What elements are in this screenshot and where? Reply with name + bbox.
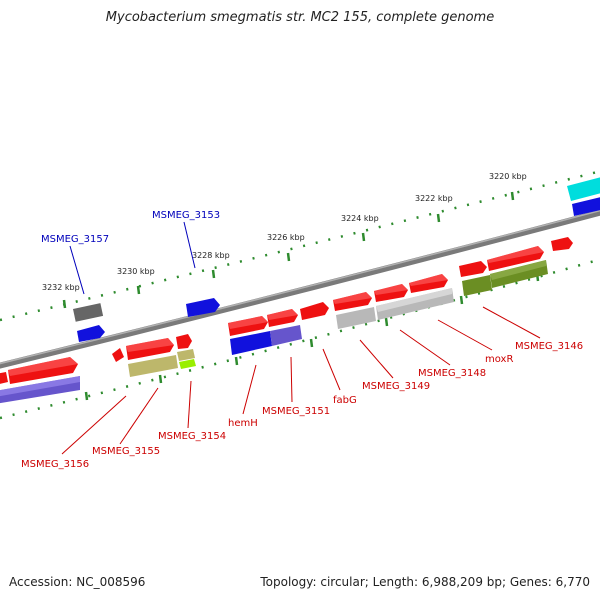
gene-feature[interactable] [0,372,8,385]
outer-tick-ring [0,169,600,322]
gene-feature[interactable] [77,325,105,342]
gene-feature-shade [126,338,174,352]
gene-label: MSMEG_3146 [515,341,583,352]
kbp-label: 3232 kbp [42,283,80,292]
outer-major-ticks [62,191,515,309]
gene-feature[interactable] [186,298,220,317]
gene-feature-shade [228,316,268,329]
genome-backbone-highlight [0,209,600,365]
gene-feature-shade [490,260,546,280]
bottom-label-leaders [61,306,541,455]
accession-text: Accession: NC_008596 [9,575,146,589]
gene-feature-shade [409,274,448,286]
gene-feature-shade [8,357,78,376]
gene-label: MSMEG_3154 [158,431,226,442]
gene-feature[interactable] [179,359,196,369]
gene-feature[interactable] [112,348,124,362]
label-leader-line [69,245,85,295]
gene-label: MSMEG_3157 [41,234,109,245]
gene-feature[interactable] [459,261,487,277]
gene-feature[interactable] [567,176,600,201]
gene-label: hemH [228,418,258,429]
topology-text: Topology: circular; Length: 6,988,209 bp… [260,575,590,589]
gene-feature-shade [487,246,544,263]
kbp-label: 3222 kbp [415,194,453,203]
genome-backbone [0,209,600,369]
gene-feature-shade [333,292,372,304]
gene-label: MSMEG_3156 [21,459,89,470]
gene-feature[interactable] [176,334,192,349]
kbp-label: 3224 kbp [341,214,379,223]
gene-feature[interactable] [336,307,376,329]
gene-label: moxR [485,354,513,365]
gene-feature-shade [376,288,452,312]
gene-feature[interactable] [73,303,104,322]
gene-feature-shade [374,284,408,295]
kbp-label: 3228 kbp [192,251,230,260]
gene-feature[interactable] [462,275,492,296]
gene-feature[interactable] [572,196,600,216]
gene-label: MSMEG_3155 [92,446,160,457]
gene-feature[interactable] [128,355,178,377]
gene-feature[interactable] [177,349,195,361]
gene-feature[interactable] [270,325,302,346]
gene-label: MSMEG_3148 [418,368,486,379]
gene-feature[interactable] [230,331,272,355]
inner-major-ticks [84,272,540,401]
kbp-label: 3226 kbp [267,233,305,242]
kbp-label: 3230 kbp [117,267,155,276]
gene-label: MSMEG_3149 [362,381,430,392]
gene-label: fabG [333,395,357,406]
gene-feature[interactable] [300,302,329,320]
feature-track-forward [0,176,600,385]
gene-label: MSMEG_3151 [262,406,330,417]
map-title: Mycobacterium smegmatis str. MC2 155, co… [105,10,495,25]
feature-track-reverse [0,260,548,404]
gene-feature-shade [0,376,80,397]
label-leader-line [183,221,196,269]
gene-feature-shade [267,309,298,320]
kbp-label: 3220 kbp [489,172,527,181]
gene-feature[interactable] [551,237,573,251]
gene-label: MSMEG_3153 [152,210,220,221]
